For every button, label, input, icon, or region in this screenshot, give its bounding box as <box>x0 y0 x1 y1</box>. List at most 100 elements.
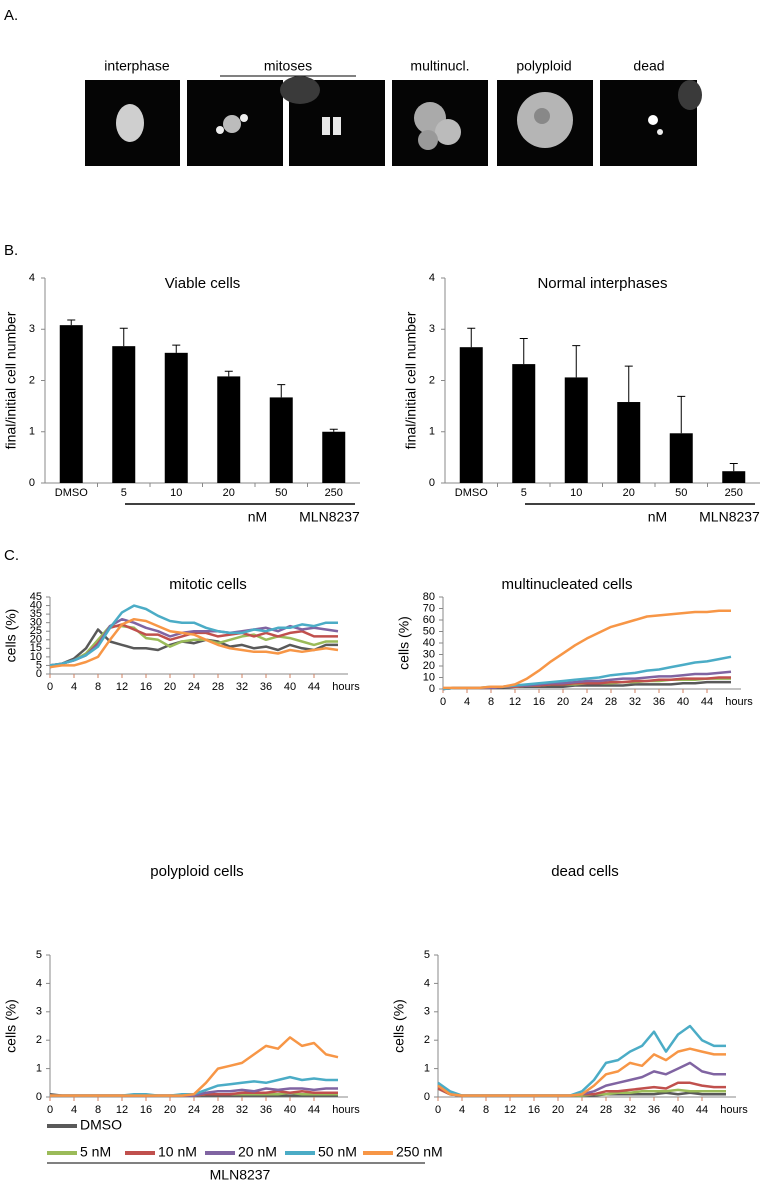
bar <box>722 471 746 483</box>
error-bar <box>172 344 181 353</box>
x-tick-label: 36 <box>653 696 665 708</box>
bar <box>564 377 588 483</box>
x-tick-label: 16 <box>140 1104 152 1116</box>
y-tick-label: 1 <box>29 426 35 438</box>
bar <box>269 397 293 483</box>
panel-label: B. <box>4 242 18 259</box>
nucleus <box>678 80 702 110</box>
x-tick-label: 32 <box>624 1104 636 1116</box>
x-tick-label: 12 <box>504 1104 516 1116</box>
x-tick-label: 12 <box>509 696 521 708</box>
series-line <box>49 617 339 669</box>
x-tick-label: 8 <box>488 696 494 708</box>
bar <box>617 402 641 483</box>
bar <box>112 346 136 483</box>
y-tick-label: 3 <box>424 1006 430 1018</box>
chart-title: Viable cells <box>165 275 241 292</box>
chart-title: Normal interphases <box>537 275 667 292</box>
y-tick-label: 10 <box>30 651 42 663</box>
error-bar <box>624 365 633 403</box>
x-tick-label: 24 <box>581 696 593 708</box>
y-tick-label: 25 <box>30 625 42 637</box>
x-tick-label: 40 <box>672 1104 684 1116</box>
nucleus <box>116 104 144 142</box>
y-axis-label: final/initial cell number <box>403 311 419 449</box>
x-tick-label: 8 <box>95 1104 101 1116</box>
legend-group-label: MLN8237 <box>210 1167 271 1182</box>
x-tick-label: 32 <box>236 1104 248 1116</box>
y-tick-label: 15 <box>30 642 42 654</box>
x-tick-label: 44 <box>701 696 713 708</box>
x-tick-label: 28 <box>212 1104 224 1116</box>
bar <box>669 433 693 483</box>
bar <box>59 325 83 483</box>
x-tick-label: 44 <box>308 681 320 693</box>
y-tick-label: 0 <box>429 683 435 695</box>
x-axis-label: hours <box>720 1104 748 1116</box>
y-tick-label: 30 <box>423 648 435 660</box>
x-tick-label: 10 <box>170 487 182 499</box>
x-tick-label: 50 <box>275 487 287 499</box>
x-tick-label: 8 <box>95 681 101 693</box>
x-tick-label: 0 <box>47 1104 53 1116</box>
y-tick-label: 35 <box>30 608 42 620</box>
nucleus <box>240 114 248 122</box>
x-tick-label: 4 <box>71 681 77 693</box>
y-axis-label: cells (%) <box>391 999 407 1053</box>
error-bar <box>467 327 476 348</box>
x-tick-label: 24 <box>188 1104 200 1116</box>
y-tick-label: 40 <box>30 599 42 611</box>
y-tick-label: 2 <box>429 374 435 386</box>
legend-label: 50 nM <box>318 1144 357 1160</box>
x-tick-label: 20 <box>223 487 235 499</box>
x-tick-label: 28 <box>605 696 617 708</box>
y-tick-label: 30 <box>30 617 42 629</box>
y-tick-label: 3 <box>29 323 35 335</box>
x-tick-label: 20 <box>557 696 569 708</box>
x-axis-label: hours <box>332 681 360 693</box>
y-tick-label: 3 <box>36 1006 42 1018</box>
nucleus <box>648 115 658 125</box>
x-tick-label: DMSO <box>55 487 88 499</box>
y-tick-label: 70 <box>423 602 435 614</box>
x-tick-label: 28 <box>212 681 224 693</box>
bar <box>459 347 483 483</box>
legend-label: 5 nM <box>80 1144 111 1160</box>
nucleus <box>418 130 438 150</box>
image-label: dead <box>633 58 664 74</box>
y-tick-label: 4 <box>424 977 430 989</box>
error-bar <box>277 384 286 398</box>
x-tick-label: 40 <box>284 1104 296 1116</box>
series-line <box>50 1036 339 1097</box>
bar <box>322 431 346 483</box>
nucleus <box>223 115 241 133</box>
y-tick-label: 5 <box>36 659 42 671</box>
y-tick-label: 4 <box>36 977 42 989</box>
x-tick-label: 250 <box>725 487 743 499</box>
x-tick-label: 16 <box>140 681 152 693</box>
x-tick-label: 36 <box>260 1104 272 1116</box>
y-axis-label: cells (%) <box>396 616 412 670</box>
y-tick-label: 2 <box>29 374 35 386</box>
error-bar <box>67 319 76 326</box>
error-bar <box>729 463 738 472</box>
x-tick-label: 4 <box>71 1104 77 1116</box>
y-tick-label: 45 <box>30 591 42 603</box>
x-tick-label: 32 <box>236 681 248 693</box>
x-tick-label: 20 <box>552 1104 564 1116</box>
y-tick-label: 0 <box>424 1091 430 1103</box>
error-bar <box>224 370 233 377</box>
y-tick-label: 3 <box>429 323 435 335</box>
x-tick-label: 5 <box>521 487 527 499</box>
y-tick-label: 2 <box>36 1034 42 1046</box>
y-tick-label: 2 <box>424 1034 430 1046</box>
x-tick-label: 8 <box>483 1104 489 1116</box>
x-tick-label: 44 <box>696 1104 708 1116</box>
x-tick-label: 20 <box>164 681 176 693</box>
nucleus <box>322 117 330 135</box>
x-tick-label: 5 <box>121 487 127 499</box>
x-tick-label: 250 <box>325 487 343 499</box>
series-line <box>49 604 338 667</box>
series-line <box>49 624 338 667</box>
